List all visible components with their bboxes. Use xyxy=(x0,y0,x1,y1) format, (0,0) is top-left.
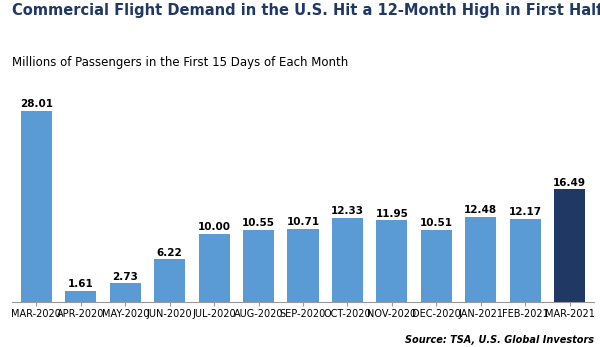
Text: 16.49: 16.49 xyxy=(553,178,586,188)
Text: 10.51: 10.51 xyxy=(420,219,453,228)
Text: Commercial Flight Demand in the U.S. Hit a 12-Month High in First Half of March: Commercial Flight Demand in the U.S. Hit… xyxy=(12,3,600,18)
Bar xyxy=(554,189,585,302)
Bar xyxy=(465,217,496,302)
Bar xyxy=(65,291,97,302)
Text: 2.73: 2.73 xyxy=(112,272,138,281)
Text: 10.00: 10.00 xyxy=(197,222,230,232)
Text: 12.33: 12.33 xyxy=(331,206,364,216)
Bar xyxy=(509,219,541,302)
Text: 1.61: 1.61 xyxy=(68,279,94,289)
Bar xyxy=(21,111,52,302)
Text: 12.17: 12.17 xyxy=(509,207,542,217)
Text: 10.55: 10.55 xyxy=(242,218,275,228)
Text: Source: TSA, U.S. Global Investors: Source: TSA, U.S. Global Investors xyxy=(405,335,594,345)
Text: 12.48: 12.48 xyxy=(464,205,497,215)
Bar xyxy=(332,218,363,302)
Bar xyxy=(421,230,452,302)
Bar xyxy=(376,220,407,302)
Bar xyxy=(154,260,185,302)
Text: 10.71: 10.71 xyxy=(286,217,320,227)
Text: 28.01: 28.01 xyxy=(20,99,53,109)
Bar xyxy=(110,283,141,302)
Text: Millions of Passengers in the First 15 Days of Each Month: Millions of Passengers in the First 15 D… xyxy=(12,56,348,68)
Bar xyxy=(199,234,230,302)
Text: 11.95: 11.95 xyxy=(376,209,408,219)
Bar xyxy=(287,229,319,302)
Bar xyxy=(243,230,274,302)
Text: 6.22: 6.22 xyxy=(157,248,182,258)
